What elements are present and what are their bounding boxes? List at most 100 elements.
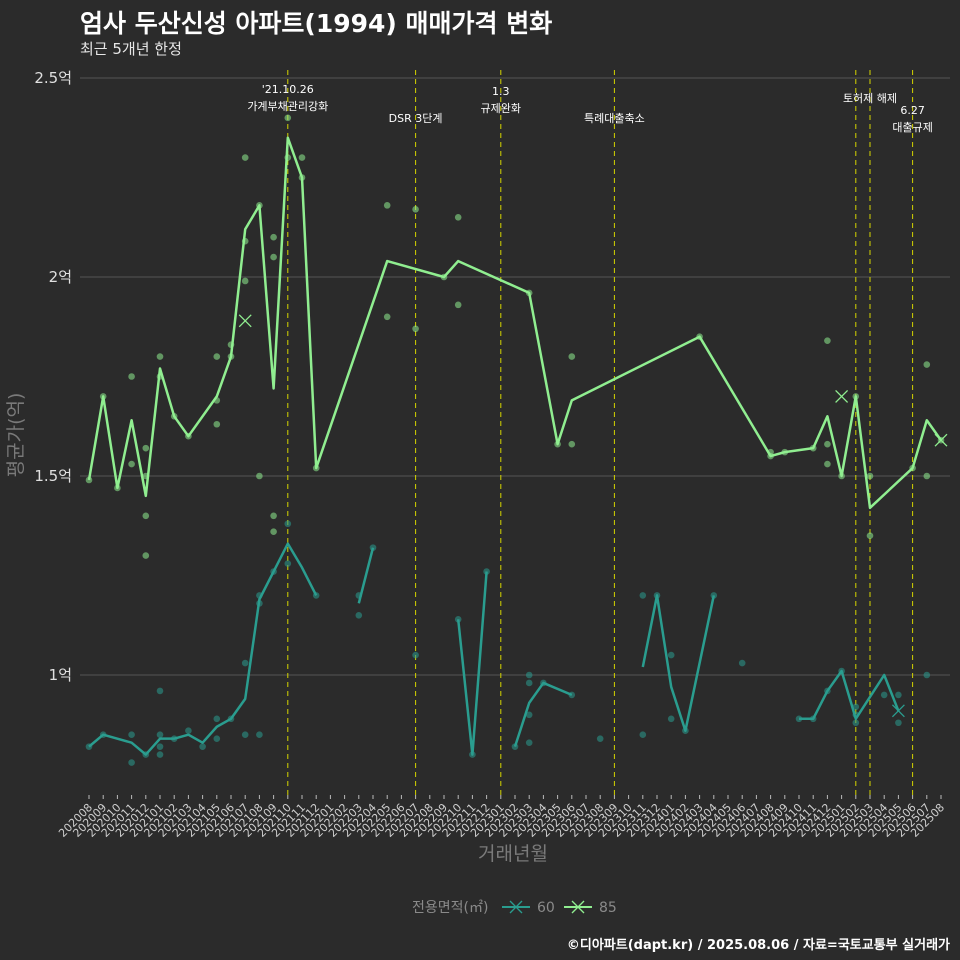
data-point bbox=[241, 277, 249, 285]
data-point bbox=[284, 520, 292, 528]
data-point bbox=[185, 727, 192, 735]
data-point bbox=[270, 253, 277, 261]
data-point bbox=[270, 512, 277, 520]
data-point bbox=[213, 735, 221, 742]
data-point bbox=[923, 472, 931, 480]
x-axis-ticks: 2020082020092020102020112020122021012021… bbox=[56, 795, 947, 840]
data-point bbox=[128, 373, 135, 380]
cross-marker bbox=[934, 433, 948, 447]
series-line bbox=[513, 681, 573, 748]
data-point bbox=[284, 560, 292, 567]
policy-lines bbox=[287, 70, 914, 795]
series-line bbox=[88, 542, 318, 756]
data-point bbox=[241, 731, 249, 738]
data-point bbox=[241, 659, 249, 667]
legend: 전용면적(㎡) 60 85 bbox=[412, 900, 617, 916]
annotation-text: 대출규제 bbox=[892, 121, 932, 134]
x-axis-title: 거래년월 bbox=[478, 843, 548, 865]
annotation-text: 규제완화 bbox=[481, 102, 521, 115]
data-point bbox=[568, 440, 576, 448]
data-point bbox=[852, 719, 860, 727]
y-tick-label: 1억 bbox=[49, 666, 72, 684]
series-layer bbox=[85, 114, 948, 766]
data-point bbox=[142, 512, 150, 520]
data-point bbox=[128, 460, 135, 468]
legend-label: 85 bbox=[599, 900, 617, 916]
series-line bbox=[799, 669, 900, 721]
data-point bbox=[454, 301, 462, 309]
data-point bbox=[156, 731, 164, 738]
data-point bbox=[880, 691, 888, 699]
data-point bbox=[525, 671, 533, 679]
data-point bbox=[156, 751, 164, 758]
data-point bbox=[568, 353, 576, 360]
data-point bbox=[738, 659, 746, 667]
data-point bbox=[241, 154, 249, 161]
data-point bbox=[824, 460, 831, 468]
data-point bbox=[199, 743, 206, 750]
data-point bbox=[128, 759, 135, 766]
data-point bbox=[412, 651, 419, 659]
data-point bbox=[483, 568, 490, 575]
data-point bbox=[256, 472, 263, 480]
data-point bbox=[256, 731, 263, 738]
series-85 bbox=[85, 114, 948, 559]
data-point bbox=[596, 735, 604, 742]
y-tick-label: 1.5억 bbox=[34, 467, 72, 485]
data-point bbox=[298, 154, 306, 161]
data-point bbox=[852, 703, 860, 711]
data-point bbox=[156, 687, 164, 695]
data-point bbox=[866, 472, 874, 480]
annotation-text: 토허제 해제 bbox=[843, 91, 897, 105]
data-point bbox=[383, 202, 391, 209]
data-point bbox=[525, 711, 533, 719]
series-line bbox=[641, 594, 716, 732]
data-point bbox=[270, 233, 277, 241]
annotation-text: 6.27 bbox=[900, 104, 925, 117]
series-60 bbox=[85, 520, 931, 766]
data-point bbox=[383, 313, 391, 321]
series-line bbox=[357, 547, 375, 604]
chart-subtitle: 최근 5개년 한정 bbox=[80, 40, 182, 58]
series-line bbox=[456, 571, 488, 756]
data-point bbox=[667, 651, 675, 659]
data-point bbox=[412, 206, 419, 213]
grid-lines bbox=[80, 77, 950, 676]
data-point bbox=[639, 592, 647, 599]
cross-marker bbox=[891, 704, 905, 718]
legend-label: 60 bbox=[537, 900, 555, 916]
data-point bbox=[895, 719, 902, 727]
data-point bbox=[525, 679, 533, 687]
data-point bbox=[85, 476, 93, 484]
data-point bbox=[895, 691, 902, 699]
data-point bbox=[923, 361, 931, 368]
data-point bbox=[923, 671, 931, 679]
data-point bbox=[270, 528, 277, 536]
y-axis-ticks: 1억 1.5억 2억 2.5억 bbox=[34, 69, 72, 684]
source-credit: ©디아파트(dapt.kr) / 2025.08.06 / 자료=국토교통부 실… bbox=[566, 938, 950, 953]
data-point bbox=[824, 440, 831, 448]
data-point bbox=[355, 612, 363, 619]
data-point bbox=[142, 552, 150, 559]
data-point bbox=[156, 353, 164, 360]
cross-marker bbox=[509, 900, 523, 914]
y-tick-label: 2.5억 bbox=[34, 69, 72, 87]
cross-marker bbox=[238, 314, 252, 328]
data-point bbox=[142, 444, 150, 452]
data-point bbox=[412, 325, 419, 333]
legend-title: 전용면적(㎡) bbox=[412, 900, 488, 916]
data-point bbox=[639, 731, 647, 738]
data-point bbox=[667, 715, 675, 723]
data-point bbox=[284, 114, 292, 122]
data-point bbox=[213, 715, 221, 723]
chart-title: 엄사 두산신성 아파트(1994) 매매가격 변화 bbox=[80, 9, 553, 38]
data-point bbox=[213, 420, 221, 428]
data-point bbox=[454, 214, 462, 221]
cross-marker bbox=[571, 900, 585, 914]
annotation-text: DSR 3단계 bbox=[389, 112, 443, 125]
annotation-text: 특례대출축소 bbox=[584, 112, 645, 125]
data-point bbox=[156, 743, 164, 750]
